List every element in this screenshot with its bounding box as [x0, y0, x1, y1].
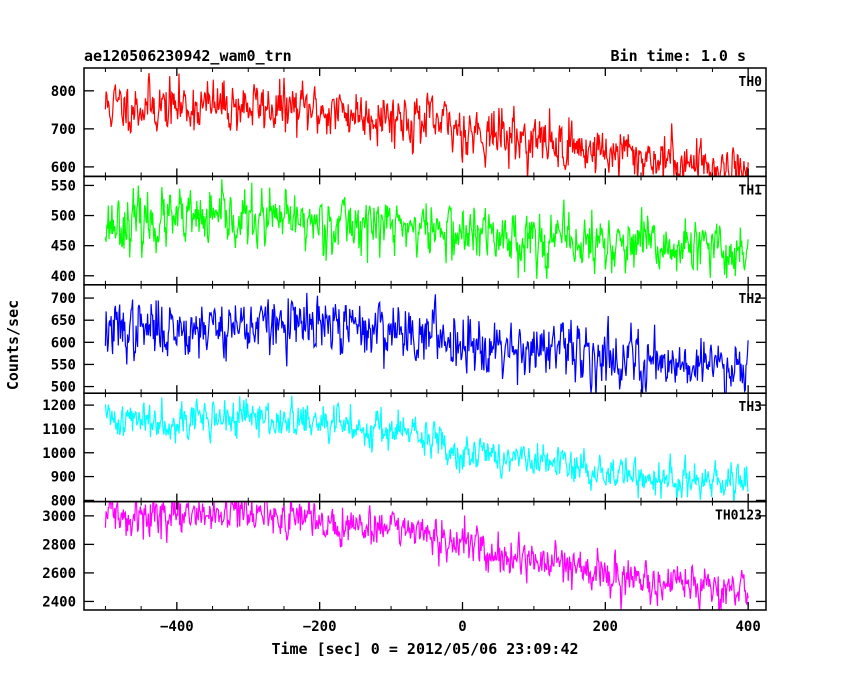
y-tick-label: 900 [51, 470, 76, 486]
y-axis-label: Counts/sec [4, 300, 22, 390]
y-tick-label: 700 [51, 122, 76, 138]
y-tick-label: 600 [51, 160, 76, 176]
y-tick-label: 500 [51, 380, 76, 396]
x-tick-label: 400 [735, 619, 760, 635]
panel-th3: 800 900 1000 1100 1200 TH3 [42, 392, 767, 509]
y-tick-label: 800 [51, 84, 76, 100]
x-axis-label: Time [sec] 0 = 2012/05/06 23:09:42 [271, 640, 578, 658]
series-line-th2 [104, 292, 749, 394]
x-tick-label: 200 [593, 619, 618, 635]
y-tick-label: 2600 [42, 566, 76, 582]
panels-group: 600 700 800 TH0 400 450 500 550 TH1 500 550 600 650 7… [42, 67, 767, 611]
y-tick-label: 800 [51, 493, 76, 509]
y-tick-label: 1100 [42, 422, 76, 438]
y-tick-label: 400 [51, 269, 76, 285]
x-tick-label: 0 [458, 619, 466, 635]
y-tick-label: 1000 [42, 446, 76, 462]
y-tick-label: 550 [51, 178, 76, 194]
series-line-th0123 [104, 501, 749, 611]
panel-th0123: 2400 2600 2800 3000 TH0123 [42, 500, 767, 611]
y-tick-label: 550 [51, 357, 76, 373]
panel-label: TH0123 [715, 509, 762, 524]
panel-frame [83, 500, 767, 611]
panel-label: TH0 [739, 75, 763, 90]
x-tick-label: −200 [303, 619, 337, 635]
panel-th2: 500 550 600 650 700 TH2 [51, 284, 767, 396]
y-tick-label: 1200 [42, 398, 76, 414]
panel-th0: 600 700 800 TH0 [51, 67, 767, 178]
y-tick-label: 450 [51, 239, 76, 255]
x-axis: −400 −200 0 200 400 [160, 619, 761, 635]
x-tick-label: −400 [160, 619, 194, 635]
y-tick-label: 500 [51, 209, 76, 225]
panel-label: TH2 [739, 292, 762, 307]
chart-title: ae120506230942_wam0_trn [84, 47, 292, 65]
y-tick-label: 2400 [42, 594, 76, 610]
series-line-th3 [104, 395, 749, 502]
y-tick-label: 2800 [42, 537, 76, 553]
y-tick-label: 700 [51, 291, 76, 307]
panel-label: TH1 [739, 183, 763, 198]
y-tick-label: 600 [51, 335, 76, 351]
panel-label: TH3 [739, 400, 762, 415]
bin-time-label: Bin time: 1.0 s [611, 47, 746, 65]
series-line-th0 [104, 73, 749, 177]
series-line-th1 [104, 179, 749, 279]
panel-th1: 400 450 500 550 TH1 [51, 175, 767, 286]
y-tick-label: 3000 [42, 509, 76, 525]
y-tick-label: 650 [51, 313, 76, 329]
